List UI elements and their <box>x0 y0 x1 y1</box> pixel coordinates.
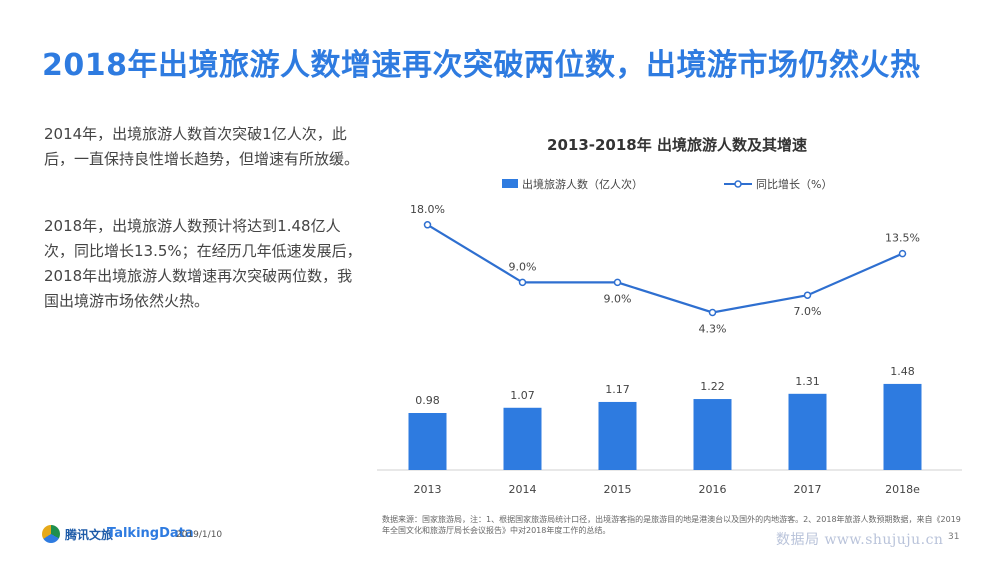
bar-data-label: 1.17 <box>605 383 630 396</box>
line-data-label: 7.0% <box>794 305 822 318</box>
growth-line <box>426 223 903 314</box>
tencent-logo-text: 腾讯文旅 <box>65 527 114 542</box>
watermark: 数据局 www.shujuju.cn <box>776 532 944 548</box>
x-tick-label: 2015 <box>604 483 632 496</box>
summary-paragraph: 2018年，出境旅游人数预计将达到1.48亿人次，同比增长13.5%；在经历几年… <box>44 217 362 310</box>
bar <box>503 407 542 470</box>
line-point <box>423 221 432 229</box>
bar-data-label: 1.07 <box>510 389 535 402</box>
line-point <box>803 291 812 299</box>
page-title: 2018年出境旅游人数增速再次突破两位数，出境游市场仍然火热 <box>42 48 921 83</box>
line-data-label: 18.0% <box>410 203 445 216</box>
bar <box>693 399 732 470</box>
talkingdata-logo: TalkingData <box>107 526 194 541</box>
source-note: 数据来源：国家旅游局，注：1、根据国家旅游局统计口径，出境游客指的是旅游目的地是… <box>382 515 961 535</box>
line-point <box>898 249 907 258</box>
line-data-label: 13.5% <box>885 232 920 245</box>
legend-line-label: 同比增长（%） <box>756 177 832 191</box>
legend-bar-label: 出境旅游人数（亿人次） <box>522 177 643 191</box>
line-point <box>708 308 717 317</box>
bar-data-label: 1.31 <box>795 375 820 388</box>
bar <box>788 393 827 470</box>
bar-data-label: 1.22 <box>700 380 725 393</box>
bar <box>408 413 447 470</box>
report-date: 2019/1/10 <box>176 530 223 540</box>
chart-title: 2013-2018年 出境旅游人数及其增速 <box>547 136 807 154</box>
page-number: 31 <box>948 532 960 542</box>
line-point <box>518 278 527 287</box>
bar <box>598 401 637 470</box>
x-tick-label: 2018e <box>885 483 920 496</box>
legend-bar-swatch <box>502 179 518 188</box>
intro-paragraph: 2014年，出境旅游人数首次突破1亿人次，此后，一直保持良性增长趋势，但增速有所… <box>44 125 360 168</box>
bar-data-label: 0.98 <box>415 394 440 407</box>
tencent-culture-logo: 腾讯文旅 <box>42 525 113 543</box>
x-tick-label: 2014 <box>509 483 537 496</box>
bar <box>883 383 922 470</box>
tencent-logo-icon <box>42 525 60 543</box>
line-point <box>613 278 622 287</box>
line-data-label: 4.3% <box>699 322 727 335</box>
bar-data-label: 1.48 <box>890 365 915 378</box>
line-data-label: 9.0% <box>604 292 632 305</box>
x-tick-label: 2016 <box>699 483 727 496</box>
line-data-label: 9.0% <box>509 260 537 273</box>
legend-line-marker <box>734 180 742 188</box>
x-tick-label: 2017 <box>794 483 822 496</box>
x-tick-label: 2013 <box>414 483 442 496</box>
